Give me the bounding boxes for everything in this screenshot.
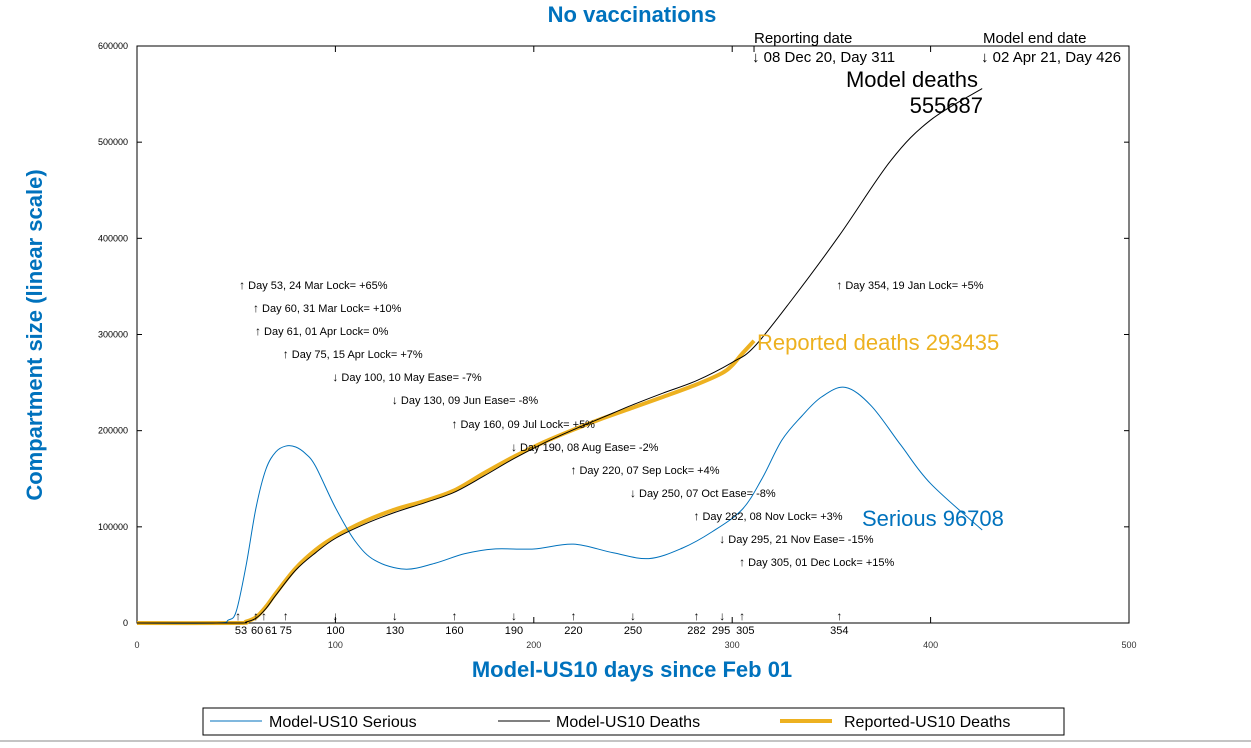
- reported-deaths-label: Reported deaths 293435: [757, 330, 999, 355]
- annotation-arrow-down: ↓: [630, 486, 636, 500]
- y-tick-label: 0: [123, 618, 128, 628]
- x-tick-label: 0: [134, 640, 139, 650]
- event-marker-up: ↑: [261, 609, 267, 623]
- x-tick-label: 400: [923, 640, 938, 650]
- event-day-label: 295: [712, 625, 730, 637]
- event-marker-up: ↑: [451, 609, 457, 623]
- x-tick-label: 300: [725, 640, 740, 650]
- model-end-date-title: Model end date: [983, 30, 1086, 47]
- legend-box: [202, 707, 1065, 736]
- event-marker-up: ↑: [693, 609, 699, 623]
- x-axis: 0 100 200 300 400 500: [134, 46, 1137, 650]
- annotation-arrow-down: ↓: [392, 393, 398, 407]
- annotation-arrow-down: ↓: [332, 370, 338, 384]
- annotation-arrow-down: ↓: [719, 532, 725, 546]
- event-marker-down: ↓: [392, 609, 398, 623]
- event-day-label: 282: [687, 625, 705, 637]
- event-marker-up: ↑: [283, 609, 289, 623]
- series-line-deaths: [136, 88, 983, 624]
- y-tick-label: 500000: [98, 137, 128, 147]
- event-marker-down: ↓: [630, 609, 636, 623]
- annotation-text: Day 190, 08 Aug Ease= -2%: [520, 442, 659, 454]
- event-day-label: 305: [736, 625, 754, 637]
- model-deaths-label: Model deaths: [846, 67, 978, 92]
- serious-label: Serious 96708: [862, 506, 1004, 531]
- y-tick-label: 200000: [98, 426, 128, 436]
- x-tick-label: 500: [1121, 640, 1136, 650]
- legend: Model-US10 Serious Model-US10 Deaths Rep…: [202, 707, 1065, 736]
- model-end-date: ↓ 02 Apr 21, Day 426: [981, 49, 1121, 66]
- event-day-label: 53: [235, 625, 247, 637]
- event-marker-down: ↓: [511, 609, 517, 623]
- x-tick-label: 200: [526, 640, 541, 650]
- series-line-reported: [136, 339, 756, 626]
- y-tick-label: 100000: [98, 522, 128, 532]
- x-axis-label: Model-US10 days since Feb 01: [472, 657, 792, 682]
- annotation-arrow-up: ↑: [693, 509, 699, 523]
- event-day-label: 100: [326, 625, 344, 637]
- annotation-arrow-up: ↑: [739, 555, 745, 569]
- annotation-text: Day 305, 01 Dec Lock= +15%: [748, 557, 894, 569]
- chart-title: No vaccinations: [548, 2, 717, 27]
- annotation-arrow-up: ↑: [239, 278, 245, 292]
- reporting-date-title: Reporting date: [754, 30, 852, 47]
- annotation-text: Day 100, 10 May Ease= -7%: [341, 372, 482, 384]
- annotation-arrow-up: ↑: [253, 301, 259, 315]
- annotation-text: Day 354, 19 Jan Lock= +5%: [845, 280, 983, 292]
- y-tick-label: 600000: [98, 41, 128, 51]
- event-marker-up: ↑: [253, 609, 259, 623]
- legend-label-reported: Reported-US10 Deaths: [844, 714, 1010, 731]
- legend-label-serious: Model-US10 Serious: [269, 714, 417, 731]
- annotation-text: Day 160, 09 Jul Lock= +5%: [460, 419, 595, 431]
- y-axis-label: Compartment size (linear scale): [22, 169, 47, 500]
- y-axis: 0 100000 200000 300000 400000 500000 600000: [98, 41, 1129, 628]
- event-day-label: 190: [505, 625, 523, 637]
- event-marker-up: ↑: [739, 609, 745, 623]
- reporting-date: ↓ 08 Dec 20, Day 311: [752, 49, 895, 66]
- annotation-text: Day 250, 07 Oct Ease= -8%: [639, 488, 776, 500]
- annotation-arrow-up: ↑: [836, 278, 842, 292]
- model-deaths-value: 555687: [910, 93, 983, 118]
- annotation-arrow-down: ↓: [511, 440, 517, 454]
- annotation-arrow-up: ↑: [570, 463, 576, 477]
- y-tick-label: 400000: [98, 233, 128, 243]
- y-tick-label: 300000: [98, 330, 128, 340]
- event-day-label: 220: [564, 625, 582, 637]
- event-marker-up: ↑: [836, 609, 842, 623]
- event-day-label: 60: [251, 625, 263, 637]
- event-day-label: 160: [445, 625, 463, 637]
- annotation-text: Day 282, 08 Nov Lock= +3%: [702, 511, 842, 523]
- series-line-serious: [136, 386, 983, 624]
- event-marker-down: ↓: [719, 609, 725, 623]
- annotation-text: Day 53, 24 Mar Lock= +65%: [248, 280, 388, 292]
- event-day-label: 130: [386, 625, 404, 637]
- x-tick-label: 100: [328, 640, 343, 650]
- series-group: [136, 88, 983, 626]
- legend-label-deaths: Model-US10 Deaths: [556, 714, 700, 731]
- event-day-label: 250: [624, 625, 642, 637]
- event-marker-up: ↑: [235, 609, 241, 623]
- event-day-label: 75: [280, 625, 292, 637]
- event-day-label: 354: [830, 625, 848, 637]
- event-day-label: 61: [265, 625, 277, 637]
- annotation-arrow-up: ↑: [283, 347, 289, 361]
- annotation-arrow-up: ↑: [255, 324, 261, 338]
- annotation-arrow-up: ↑: [451, 417, 457, 431]
- annotation-text: Day 130, 09 Jun Ease= -8%: [401, 395, 538, 407]
- annotation-text: Day 295, 21 Nov Ease= -15%: [728, 534, 873, 546]
- annotation-text: Day 75, 15 Apr Lock= +7%: [292, 349, 423, 361]
- event-marker-down: ↓: [332, 609, 338, 623]
- annotation-text: Day 61, 01 Apr Lock= 0%: [264, 326, 389, 338]
- event-marker-up: ↑: [570, 609, 576, 623]
- annotation-text: Day 220, 07 Sep Lock= +4%: [579, 465, 719, 477]
- annotation-text: Day 60, 31 Mar Lock= +10%: [262, 303, 402, 315]
